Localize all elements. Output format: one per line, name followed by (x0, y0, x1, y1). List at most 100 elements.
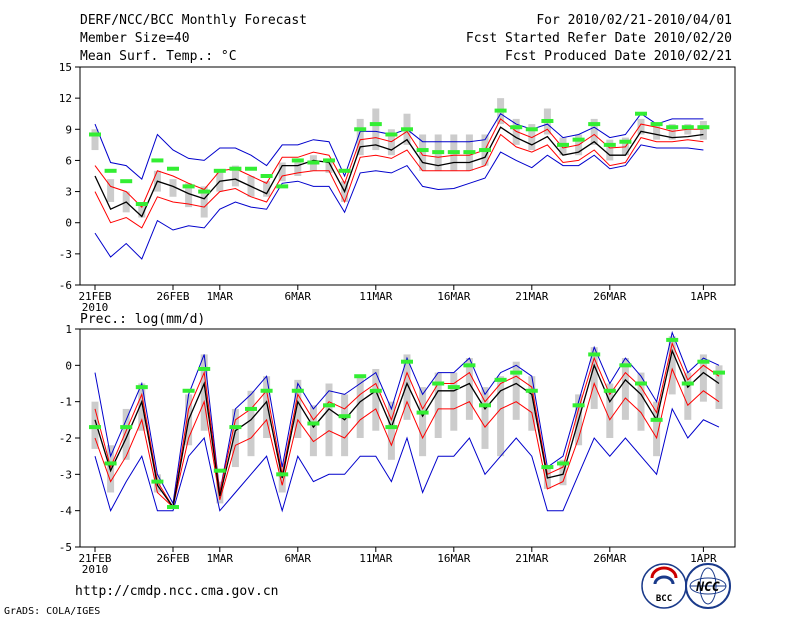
spread-box (653, 124, 661, 140)
y-tick-label: -6 (59, 279, 72, 292)
observed-marker (432, 150, 445, 155)
observed-marker (104, 461, 117, 466)
spread-box (621, 358, 629, 420)
observed-marker (697, 125, 710, 130)
spread-box (590, 118, 598, 145)
member-size: Member Size=40 (80, 31, 190, 46)
observed-marker (432, 381, 445, 386)
observed-marker (182, 184, 195, 189)
observed-marker (307, 421, 320, 426)
observed-marker (479, 148, 491, 153)
x-tick-label: 16MAR (437, 290, 470, 303)
observed-marker (619, 139, 632, 144)
spread-box (699, 354, 707, 402)
observed-marker (338, 168, 351, 173)
ensemble-min-line (94, 144, 704, 260)
observed-marker (120, 425, 133, 430)
x-tick-year-label: 2010 (82, 563, 109, 576)
observed-marker (603, 142, 616, 147)
spread-box (107, 179, 115, 202)
observed-marker (572, 137, 585, 142)
observed-marker (572, 403, 585, 408)
observed-marker (354, 127, 367, 132)
observed-marker (479, 403, 491, 408)
y-tick-label: -5 (59, 541, 72, 554)
observed-marker (104, 168, 117, 173)
ensemble-max-line (94, 112, 704, 180)
spread-box (387, 401, 395, 460)
ncc-logo-text: NCC (695, 580, 720, 595)
spread-box (465, 358, 473, 420)
y-tick-label: 0 (65, 217, 72, 230)
observed-marker (354, 374, 367, 379)
ensemble-min-line (94, 407, 720, 513)
forecast-period: For 2010/02/21-2010/04/01 (536, 13, 732, 28)
observed-marker (666, 337, 679, 342)
observed-marker (510, 125, 523, 130)
observed-marker (635, 381, 647, 386)
y-tick-label: 3 (65, 186, 72, 199)
observed-marker (213, 168, 226, 173)
spread-box (668, 336, 676, 395)
observed-marker (541, 465, 554, 470)
x-tick-label: 26MAR (593, 552, 626, 565)
observed-marker (681, 125, 694, 130)
y-tick-label: 15 (59, 61, 72, 74)
source-url[interactable]: http://cmdp.ncc.cma.gov.cn (75, 584, 279, 599)
observed-marker (697, 359, 710, 364)
x-tick-label: 21MAR (515, 552, 548, 565)
spread-box (606, 383, 614, 438)
observed-marker (245, 166, 257, 171)
observed-marker (167, 505, 179, 510)
x-tick-label: 6MAR (285, 552, 312, 565)
y-tick-label: 12 (59, 92, 72, 105)
spread-box (169, 179, 177, 197)
observed-marker (650, 122, 663, 127)
x-tick-label: 1APR (690, 290, 717, 303)
observed-marker (401, 359, 413, 364)
spread-box (372, 368, 380, 431)
bcc-logo: BCC (641, 563, 687, 609)
precip-variable-label: Prec.: log(mm/d) (80, 312, 205, 327)
spread-box (325, 158, 333, 173)
observed-marker (89, 425, 101, 430)
spread-box (512, 361, 520, 420)
spread-box (231, 408, 239, 468)
spread-box (419, 387, 427, 457)
x-tick-label: 11MAR (359, 290, 392, 303)
observed-marker (447, 385, 460, 390)
observed-marker (307, 160, 320, 165)
observed-marker (369, 122, 382, 127)
spread-box (356, 376, 364, 438)
spread-box (419, 134, 427, 171)
y-tick-label: 0 (65, 359, 72, 372)
spread-box (309, 405, 317, 457)
observed-marker (151, 158, 164, 163)
y-tick-label: -1 (59, 396, 72, 409)
spread-box (294, 379, 302, 438)
y-tick-label: -2 (59, 432, 72, 445)
observed-marker (416, 148, 429, 153)
y-tick-label: -3 (59, 468, 72, 481)
spread-box (91, 129, 99, 151)
observed-marker (588, 122, 601, 127)
spread-box (637, 372, 645, 431)
observed-marker (245, 406, 257, 411)
observed-marker (541, 118, 554, 123)
x-tick-label: 1APR (690, 552, 717, 565)
observed-marker (635, 111, 647, 116)
observed-marker (260, 388, 273, 393)
observed-marker (182, 388, 195, 393)
fcst-produced-date: Fcst Produced Date 2010/02/21 (505, 49, 732, 64)
observed-marker (291, 388, 304, 393)
spread-box (590, 347, 598, 409)
observed-marker (276, 184, 289, 189)
observed-marker (494, 108, 507, 113)
x-tick-label: 1MAR (207, 290, 234, 303)
observed-marker (713, 370, 725, 375)
mean-minus-sd-line (94, 133, 704, 229)
spread-box (715, 365, 723, 409)
observed-marker (385, 132, 398, 137)
